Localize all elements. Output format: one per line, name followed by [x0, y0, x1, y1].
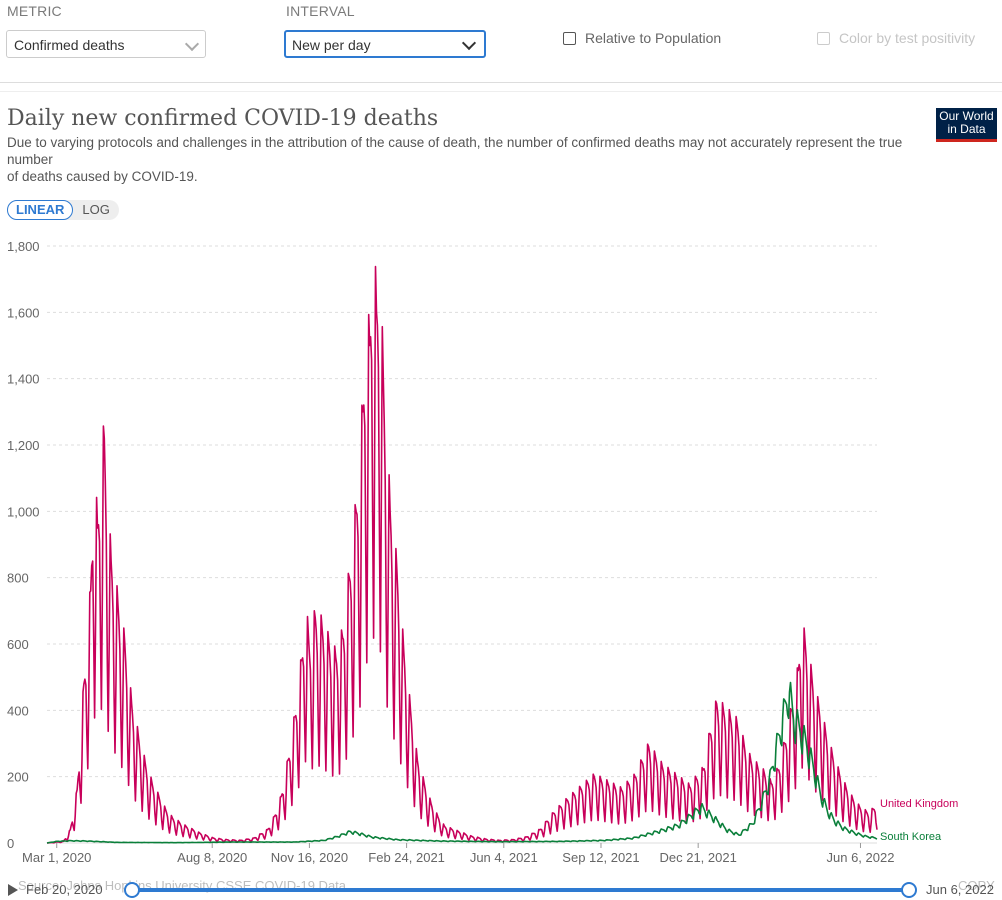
grid-lines — [47, 245, 877, 844]
controls-divider — [0, 82, 1002, 83]
logo-line1: Our World — [939, 109, 994, 123]
timeline-start-handle[interactable] — [124, 882, 140, 898]
metric-select-value: Confirmed deaths — [14, 37, 125, 53]
checkbox-icon — [563, 31, 576, 45]
y-tick-label: 0 — [7, 836, 14, 851]
y-tick-label: 1,000 — [7, 504, 40, 519]
header-divider — [0, 91, 1002, 92]
interval-select[interactable]: New per day — [284, 30, 486, 58]
x-tick-label: Jun 4, 2021 — [470, 850, 538, 865]
line-chart: 0 200 400 600 800 1,000 1,200 1,400 1,600 1,800 M… — [7, 239, 958, 865]
united-kingdom-label: United Kingdom — [880, 798, 958, 810]
x-tick-label: Aug 8, 2020 — [177, 850, 247, 865]
chart-title: Daily new confirmed COVID-19 deaths — [7, 106, 439, 131]
x-tick-label: Nov 16, 2020 — [271, 850, 348, 865]
color-by-test-positivity-label: Color by test positivity — [839, 30, 976, 46]
y-tick-label: 400 — [7, 703, 29, 718]
linear-scale-button[interactable]: LINEAR — [7, 200, 74, 220]
x-tick-label: Dec 21, 2021 — [659, 850, 736, 865]
south-korea-line — [46, 681, 878, 844]
color-by-test-positivity-checkbox: Color by test positivity — [817, 30, 975, 46]
relative-to-population-checkbox[interactable]: Relative to Population — [563, 30, 721, 46]
play-icon[interactable] — [8, 884, 18, 896]
copy-button[interactable]: COPY — [958, 878, 995, 893]
chart-subtitle-line1: Due to varying protocols and challenges … — [7, 135, 903, 167]
x-axis: Mar 1, 2020 Aug 8, 2020 Nov 16, 2020 Feb 24… — [22, 843, 894, 865]
log-scale-button[interactable]: LOG — [82, 202, 110, 217]
y-tick-label: 1,600 — [7, 305, 40, 320]
y-tick-label: 200 — [7, 770, 29, 785]
timeline: Source: Johns Hopkins University CSSE CO… — [0, 878, 1002, 900]
timeline-end-label: Jun 6, 2022 — [926, 882, 994, 897]
y-tick-label: 1,400 — [7, 372, 40, 387]
y-tick-label: 1,200 — [7, 438, 40, 453]
logo-line2: in Data — [947, 122, 986, 136]
x-tick-label: Sep 12, 2021 — [562, 850, 639, 865]
series-labels: United Kingdom South Korea — [880, 798, 958, 843]
timeline-start-label: Feb 20, 2020 — [26, 882, 103, 897]
y-tick-label: 1,800 — [7, 239, 40, 254]
interval-select-value: New per day — [292, 37, 371, 53]
south-korea-label: South Korea — [880, 831, 942, 843]
relative-to-population-label: Relative to Population — [585, 30, 722, 46]
y-tick-label: 600 — [7, 637, 29, 652]
x-tick-label: Feb 24, 2021 — [368, 850, 445, 865]
interval-label: INTERVAL — [286, 3, 355, 19]
checkbox-icon — [817, 31, 830, 45]
scale-toggle: LINEAR LOG — [7, 200, 119, 220]
x-tick-label: Mar 1, 2020 — [22, 850, 91, 865]
owid-logo[interactable]: Our World in Data — [936, 108, 997, 142]
series-lines — [46, 265, 878, 844]
y-axis: 0 200 400 600 800 1,000 1,200 1,400 1,600 1,800 — [7, 239, 40, 851]
chart-subtitle: Due to varying protocols and challenges … — [7, 134, 927, 185]
metric-label: METRIC — [7, 3, 62, 19]
y-tick-label: 800 — [7, 571, 29, 586]
chart-subtitle-line2: of deaths caused by COVID-19. — [7, 169, 198, 184]
metric-select[interactable]: Confirmed deaths — [6, 30, 206, 58]
x-tick-label: Jun 6, 2022 — [827, 850, 895, 865]
united-kingdom-line — [46, 265, 878, 844]
timeline-track[interactable] — [132, 888, 909, 892]
timeline-end-handle[interactable] — [901, 882, 917, 898]
